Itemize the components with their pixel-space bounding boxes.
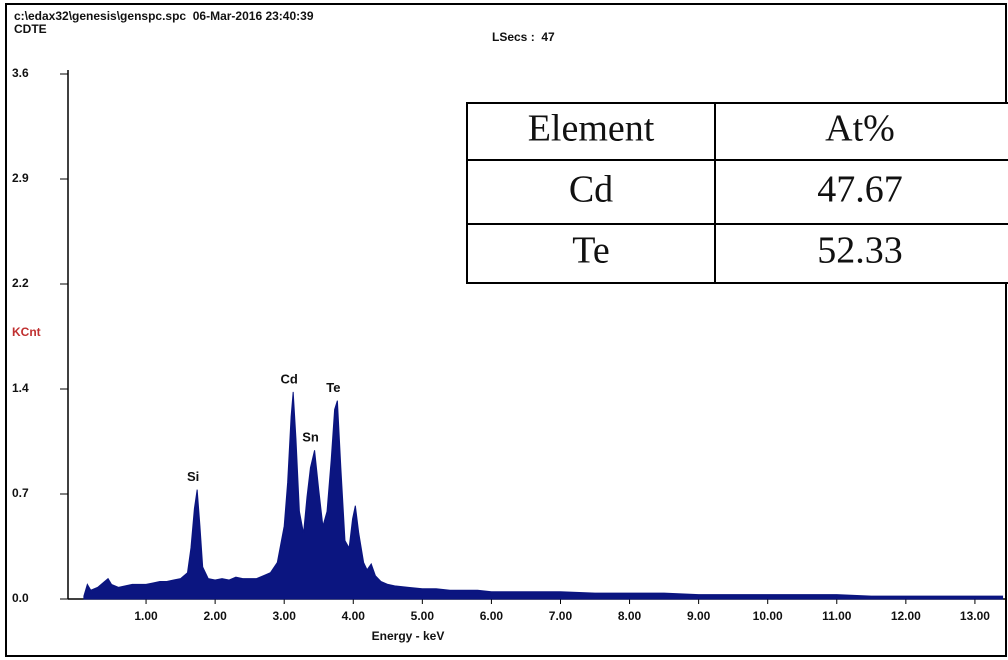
- y-tick-label: 2.2: [12, 276, 29, 290]
- x-tick-label: 10.00: [753, 609, 783, 623]
- peak-label: Cd: [281, 371, 298, 386]
- x-tick-label: 7.00: [549, 609, 573, 623]
- x-tick-label: 13.00: [960, 609, 990, 623]
- file-info: c:\edax32\genesis\genspc.spc 06-Mar-2016…: [14, 9, 314, 23]
- table: Element At% Cd 47.67 Te 52.33: [466, 102, 1008, 284]
- x-axis-label: Energy - keV: [372, 629, 445, 643]
- y-axis-label: KCnt: [12, 325, 41, 339]
- x-tick-label: 9.00: [687, 609, 711, 623]
- x-tick-label: 8.00: [618, 609, 642, 623]
- y-tick-label: 0.0: [12, 591, 29, 605]
- sample-name: CDTE: [14, 22, 47, 36]
- x-tick-label: 3.00: [273, 609, 297, 623]
- spectrum: [83, 391, 1004, 600]
- table-cell: Te: [572, 230, 609, 272]
- y-tick-label: 2.9: [12, 171, 29, 185]
- y-tick-label: 1.4: [12, 381, 29, 395]
- table-header: At%: [825, 108, 895, 150]
- x-tick-label: 1.00: [134, 609, 158, 623]
- x-tick-label: 11.00: [822, 609, 852, 623]
- frame: [5, 3, 1007, 657]
- y-tick-label: 0.7: [12, 486, 29, 500]
- table-cell: Cd: [569, 169, 613, 211]
- x-tick-label: 5.00: [411, 609, 435, 623]
- live-seconds: LSecs : 47: [492, 30, 555, 44]
- y-tick-label: 3.6: [12, 66, 29, 80]
- peak-label: Si: [187, 469, 199, 484]
- x-tick-label: 2.00: [203, 609, 227, 623]
- peak-label: Sn: [302, 430, 319, 445]
- x-tick-label: 12.00: [891, 609, 921, 623]
- peak-label: Te: [326, 380, 340, 395]
- table-header: Element: [528, 108, 655, 150]
- table-cell: 47.67: [817, 169, 903, 211]
- x-tick-label: 4.00: [342, 609, 366, 623]
- table-cell: 52.33: [817, 230, 903, 272]
- x-tick-label: 6.00: [480, 609, 504, 623]
- table-border: [466, 102, 1008, 284]
